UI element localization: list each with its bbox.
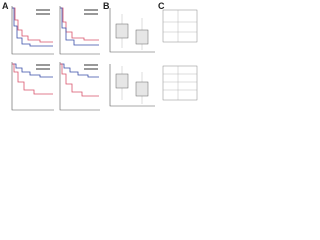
- panel-label: B: [103, 1, 110, 11]
- table: [162, 9, 198, 43]
- km-plot: [59, 6, 100, 55]
- box-plot: [109, 64, 155, 107]
- panel-label: A: [2, 1, 9, 11]
- km-plot: [59, 62, 100, 111]
- figure: A B C: [2, 1, 198, 111]
- km-plot: [11, 6, 54, 55]
- box-plot: [109, 8, 155, 53]
- table: [162, 65, 198, 101]
- km-plot: [11, 62, 54, 111]
- panel-label: C: [158, 1, 165, 11]
